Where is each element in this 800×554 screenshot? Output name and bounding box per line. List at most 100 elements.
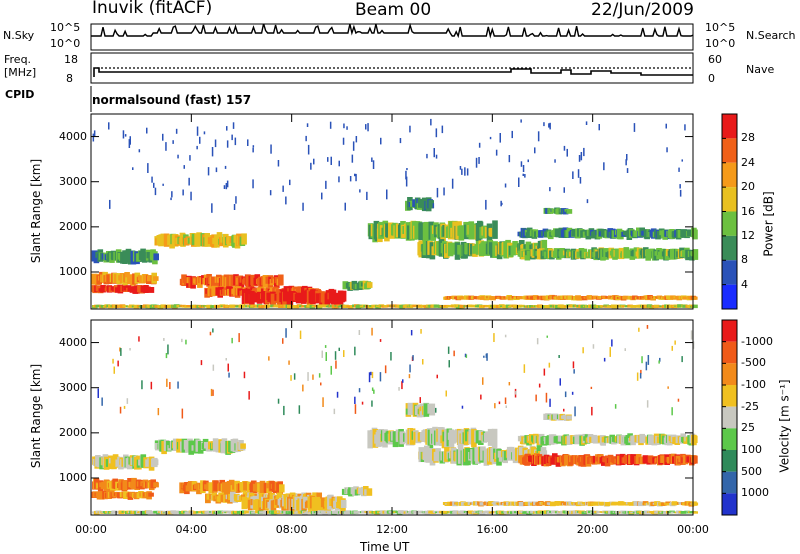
heatmap-cell: [409, 364, 411, 373]
heatmap-cell: [371, 400, 373, 407]
heatmap-cell: [365, 124, 367, 130]
heatmap-cell: [325, 352, 327, 361]
heatmap-cell: [665, 123, 667, 129]
freq-tick-bottom: 8: [66, 72, 73, 85]
heatmap-cell: [122, 130, 125, 139]
heatmap-cell: [132, 167, 134, 170]
heatmap-cell: [298, 405, 301, 414]
heatmap-cell: [390, 352, 392, 361]
heatmap-cell: [445, 390, 447, 397]
heatmap-cell: [112, 358, 114, 364]
heatmap-cell: [177, 154, 179, 159]
heatmap-cell: [690, 330, 693, 340]
heatmap-cell: [282, 338, 284, 344]
heatmap-cell: [252, 179, 254, 189]
freq-label: Freq.: [4, 53, 32, 66]
colorbar-swatch: [722, 211, 737, 236]
heatmap-cell: [327, 157, 329, 162]
heatmap-cell: [305, 135, 307, 142]
heatmap-cell: [563, 187, 565, 193]
heatmap-cell: [614, 404, 617, 409]
heatmap-cell: [405, 176, 408, 187]
heatmap-cell: [545, 392, 548, 403]
heatmap-cell: [338, 176, 340, 183]
colorbar-swatch: [722, 138, 737, 163]
colorbar-swatch: [722, 284, 737, 309]
heatmap-cell: [546, 335, 548, 338]
heatmap-cell: [572, 171, 574, 179]
ytick-label-power: 3000: [59, 174, 87, 188]
heatmap-cell: [486, 353, 488, 361]
heatmap-cell: [269, 190, 272, 196]
heatmap-cell: [344, 202, 346, 211]
heatmap-cell: [459, 166, 462, 170]
heatmap-cell: [492, 220, 498, 239]
heatmap-cell: [200, 360, 203, 366]
heatmap-cell: [692, 341, 695, 349]
heatmap-cell: [435, 128, 438, 138]
heatmap-cell: [624, 348, 626, 351]
heatmap-cell: [247, 139, 249, 146]
heatmap-cell: [478, 157, 480, 164]
heatmap-cell: [248, 391, 250, 400]
heatmap-cell: [426, 153, 428, 159]
heatmap-cell: [188, 177, 190, 186]
colorbar-tick-label-velocity: 100: [741, 443, 762, 456]
colorbar-swatch: [722, 406, 737, 429]
heatmap-cell: [151, 176, 153, 183]
heatmap-cell: [153, 253, 159, 261]
heatmap-cell: [598, 124, 600, 131]
heatmap-cell: [124, 134, 127, 137]
heatmap-cell: [226, 126, 228, 131]
ytick-label-velocity: 1000: [59, 470, 87, 484]
heatmap-cell: [572, 361, 575, 369]
heatmap-cell: [175, 128, 178, 134]
heatmap-cells-power: [91, 118, 699, 309]
heatmap-cell: [379, 372, 382, 382]
colorbar-tick-label-power: 12: [741, 228, 755, 242]
heatmap-cell: [453, 350, 455, 357]
colorbar-tick-label-power: 8: [741, 253, 748, 267]
heatmap-cell: [320, 382, 322, 386]
heatmap-cell: [340, 499, 347, 508]
heatmap-cell: [549, 187, 551, 192]
heatmap-cell: [371, 387, 374, 391]
heatmap-cell: [592, 344, 595, 349]
colorbar-tick-label-velocity: 1000: [741, 486, 769, 500]
heatmap-cell: [113, 366, 115, 374]
nave-tick-bottom: 0: [708, 72, 715, 85]
heatmap-cell: [573, 369, 575, 374]
heatmap-cell: [354, 396, 356, 404]
heatmap-cell: [351, 154, 354, 163]
heatmap-cell: [412, 355, 414, 361]
heatmap-cell: [313, 158, 315, 165]
heatmap-cell: [419, 397, 421, 403]
heatmap-cell: [93, 130, 96, 137]
xaxis-label: Time UT: [360, 540, 410, 554]
heatmap-cell: [578, 155, 581, 162]
heatmap-cell: [234, 137, 237, 146]
heatmap-cell: [338, 347, 340, 351]
heatmap-cell: [358, 388, 361, 393]
heatmap-cell: [340, 290, 347, 302]
freq-step-line: [93, 67, 693, 77]
colorbar-swatch: [722, 385, 737, 407]
heatmap-cell: [211, 203, 213, 213]
heatmap-cell: [386, 189, 388, 200]
heatmap-cell: [223, 185, 226, 189]
heatmap-cell: [282, 185, 284, 192]
heatmap-cell: [321, 350, 323, 358]
heatmap-cell: [420, 329, 422, 334]
heatmap-cell: [123, 405, 126, 409]
heatmap-cell: [166, 378, 168, 387]
ytick-label-power: 2000: [59, 219, 87, 233]
heatmap-cell: [117, 360, 119, 367]
colorbar-tick-label-power: 28: [741, 131, 755, 145]
heatmap-cell: [373, 389, 375, 394]
heatmap-cell: [548, 123, 550, 128]
date-title: 22/Jun/2009: [591, 0, 694, 20]
heatmap-cell: [190, 191, 192, 201]
heatmap-cell: [422, 359, 424, 365]
colorbar-tick-label-power: 16: [741, 204, 755, 218]
heatmap-cell: [354, 346, 356, 356]
